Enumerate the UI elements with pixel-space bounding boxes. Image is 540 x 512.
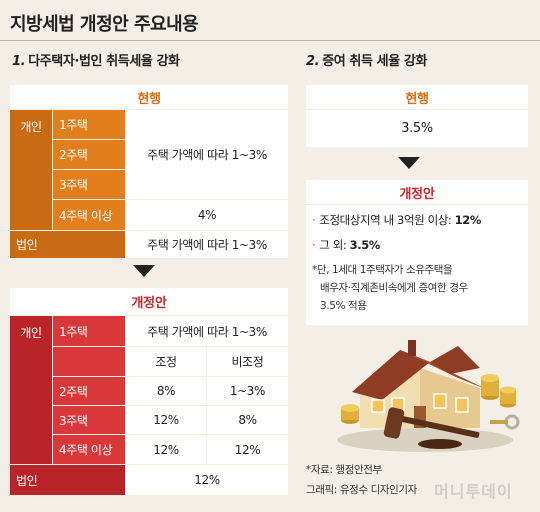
- s1-current-merged-value: 주택 가액에 따라 1~3%: [126, 110, 288, 199]
- s1-current-header: 현행: [10, 85, 288, 109]
- coins-icon: [481, 374, 516, 408]
- s1-revised-adjusted-value: 8%: [126, 377, 206, 405]
- house-gavel-illustration: [337, 340, 520, 452]
- s1-revised-header: 개정안: [10, 288, 288, 315]
- s2-note-line: 배우자·직계존비속에게 증여한 경우: [320, 282, 468, 294]
- s1-down-arrow-icon: [133, 265, 155, 277]
- section1-heading: 1. 다주택자·법인 취득세율 강화: [12, 50, 180, 69]
- coins-icon: [341, 404, 359, 424]
- section1-title: 다주택자·법인 취득세율 강화: [28, 54, 180, 69]
- s2-revised-header: 개정안: [306, 180, 528, 204]
- s2-revised-body: [306, 205, 528, 325]
- watermark: 머니투데이: [434, 482, 513, 501]
- s1-current-corporate-value: 주택 가액에 따라 1~3%: [126, 231, 288, 258]
- s2-bullet-value: 3.5%: [349, 238, 381, 252]
- s1-revised-row-label: 3주택: [53, 406, 125, 434]
- s2-note-line: 3.5% 적용: [320, 300, 367, 312]
- s2-bullet-text: 그 외:: [319, 238, 347, 252]
- s1-revised-one-house-value: 주택 가액에 따라 1~3%: [126, 316, 288, 346]
- s1-revised-row-label: 4주택 이상: [53, 435, 125, 464]
- s1-revised-corporate-value: 12%: [126, 465, 288, 495]
- s2-current-value: 3.5%: [306, 110, 528, 147]
- s1-revised-row-label: 2주택: [53, 377, 125, 405]
- section2-title: 증여 취득 세율 강화: [322, 54, 428, 69]
- s1-current-row-label: 4주택 이상: [53, 200, 125, 230]
- s1-current-4plus-value: 4%: [126, 200, 288, 230]
- section2-heading: 2. 증여 취득 세율 강화: [306, 50, 427, 69]
- title-divider: [0, 40, 540, 41]
- s1-revised-individual-label: 개인: [10, 316, 52, 464]
- s1-col-adjusted: 조정: [126, 347, 206, 376]
- graphic-credit: 그래픽: 유정수 디자인기자: [306, 484, 417, 496]
- s1-revised-subheader-spacer: [53, 347, 125, 376]
- s1-current-row-label: 1주택: [53, 110, 125, 139]
- s2-bullet-item: · 조정대상지역 내 3억원 이상: 12%: [312, 212, 481, 228]
- s1-current-individual-label: 개인: [10, 110, 52, 230]
- s1-revised-adjusted-value: 12%: [126, 435, 206, 464]
- s1-revised-one-house-label: 1주택: [53, 316, 125, 346]
- s2-bullet-value: 12%: [454, 213, 482, 227]
- s2-note-line: *단, 1세대 1주택자가 소유주택을: [312, 264, 453, 276]
- key-icon: [490, 414, 520, 430]
- bullet-dot-icon: ·: [312, 213, 316, 227]
- section1-number: 1.: [12, 54, 26, 69]
- s1-revised-adjusted-value: 12%: [126, 406, 206, 434]
- s1-current-row-label: 2주택: [53, 140, 125, 169]
- s1-current-corporate-label: 법인: [10, 231, 125, 258]
- source-note: *자료: 행정안전부: [306, 464, 382, 476]
- s1-revised-non-adjusted-value: 8%: [207, 406, 288, 434]
- bullet-dot-icon: ·: [312, 238, 316, 252]
- s2-down-arrow-icon: [398, 157, 420, 169]
- section2-number: 2.: [306, 54, 320, 69]
- s2-bullet-text: 조정대상지역 내 3억원 이상:: [319, 213, 452, 227]
- s2-current-header: 현행: [306, 85, 528, 109]
- s1-current-row-label: 3주택: [53, 170, 125, 199]
- s1-revised-non-adjusted-value: 12%: [207, 435, 288, 464]
- s1-revised-non-adjusted-value: 1~3%: [207, 377, 288, 405]
- s1-revised-corporate-label: 법인: [10, 465, 125, 495]
- page-title: 지방세법 개정안 주요내용: [10, 14, 199, 35]
- gavel-icon: [383, 407, 480, 449]
- s1-col-non-adjusted: 비조정: [207, 347, 288, 376]
- s2-bullet-item: · 그 외: 3.5%: [312, 237, 380, 253]
